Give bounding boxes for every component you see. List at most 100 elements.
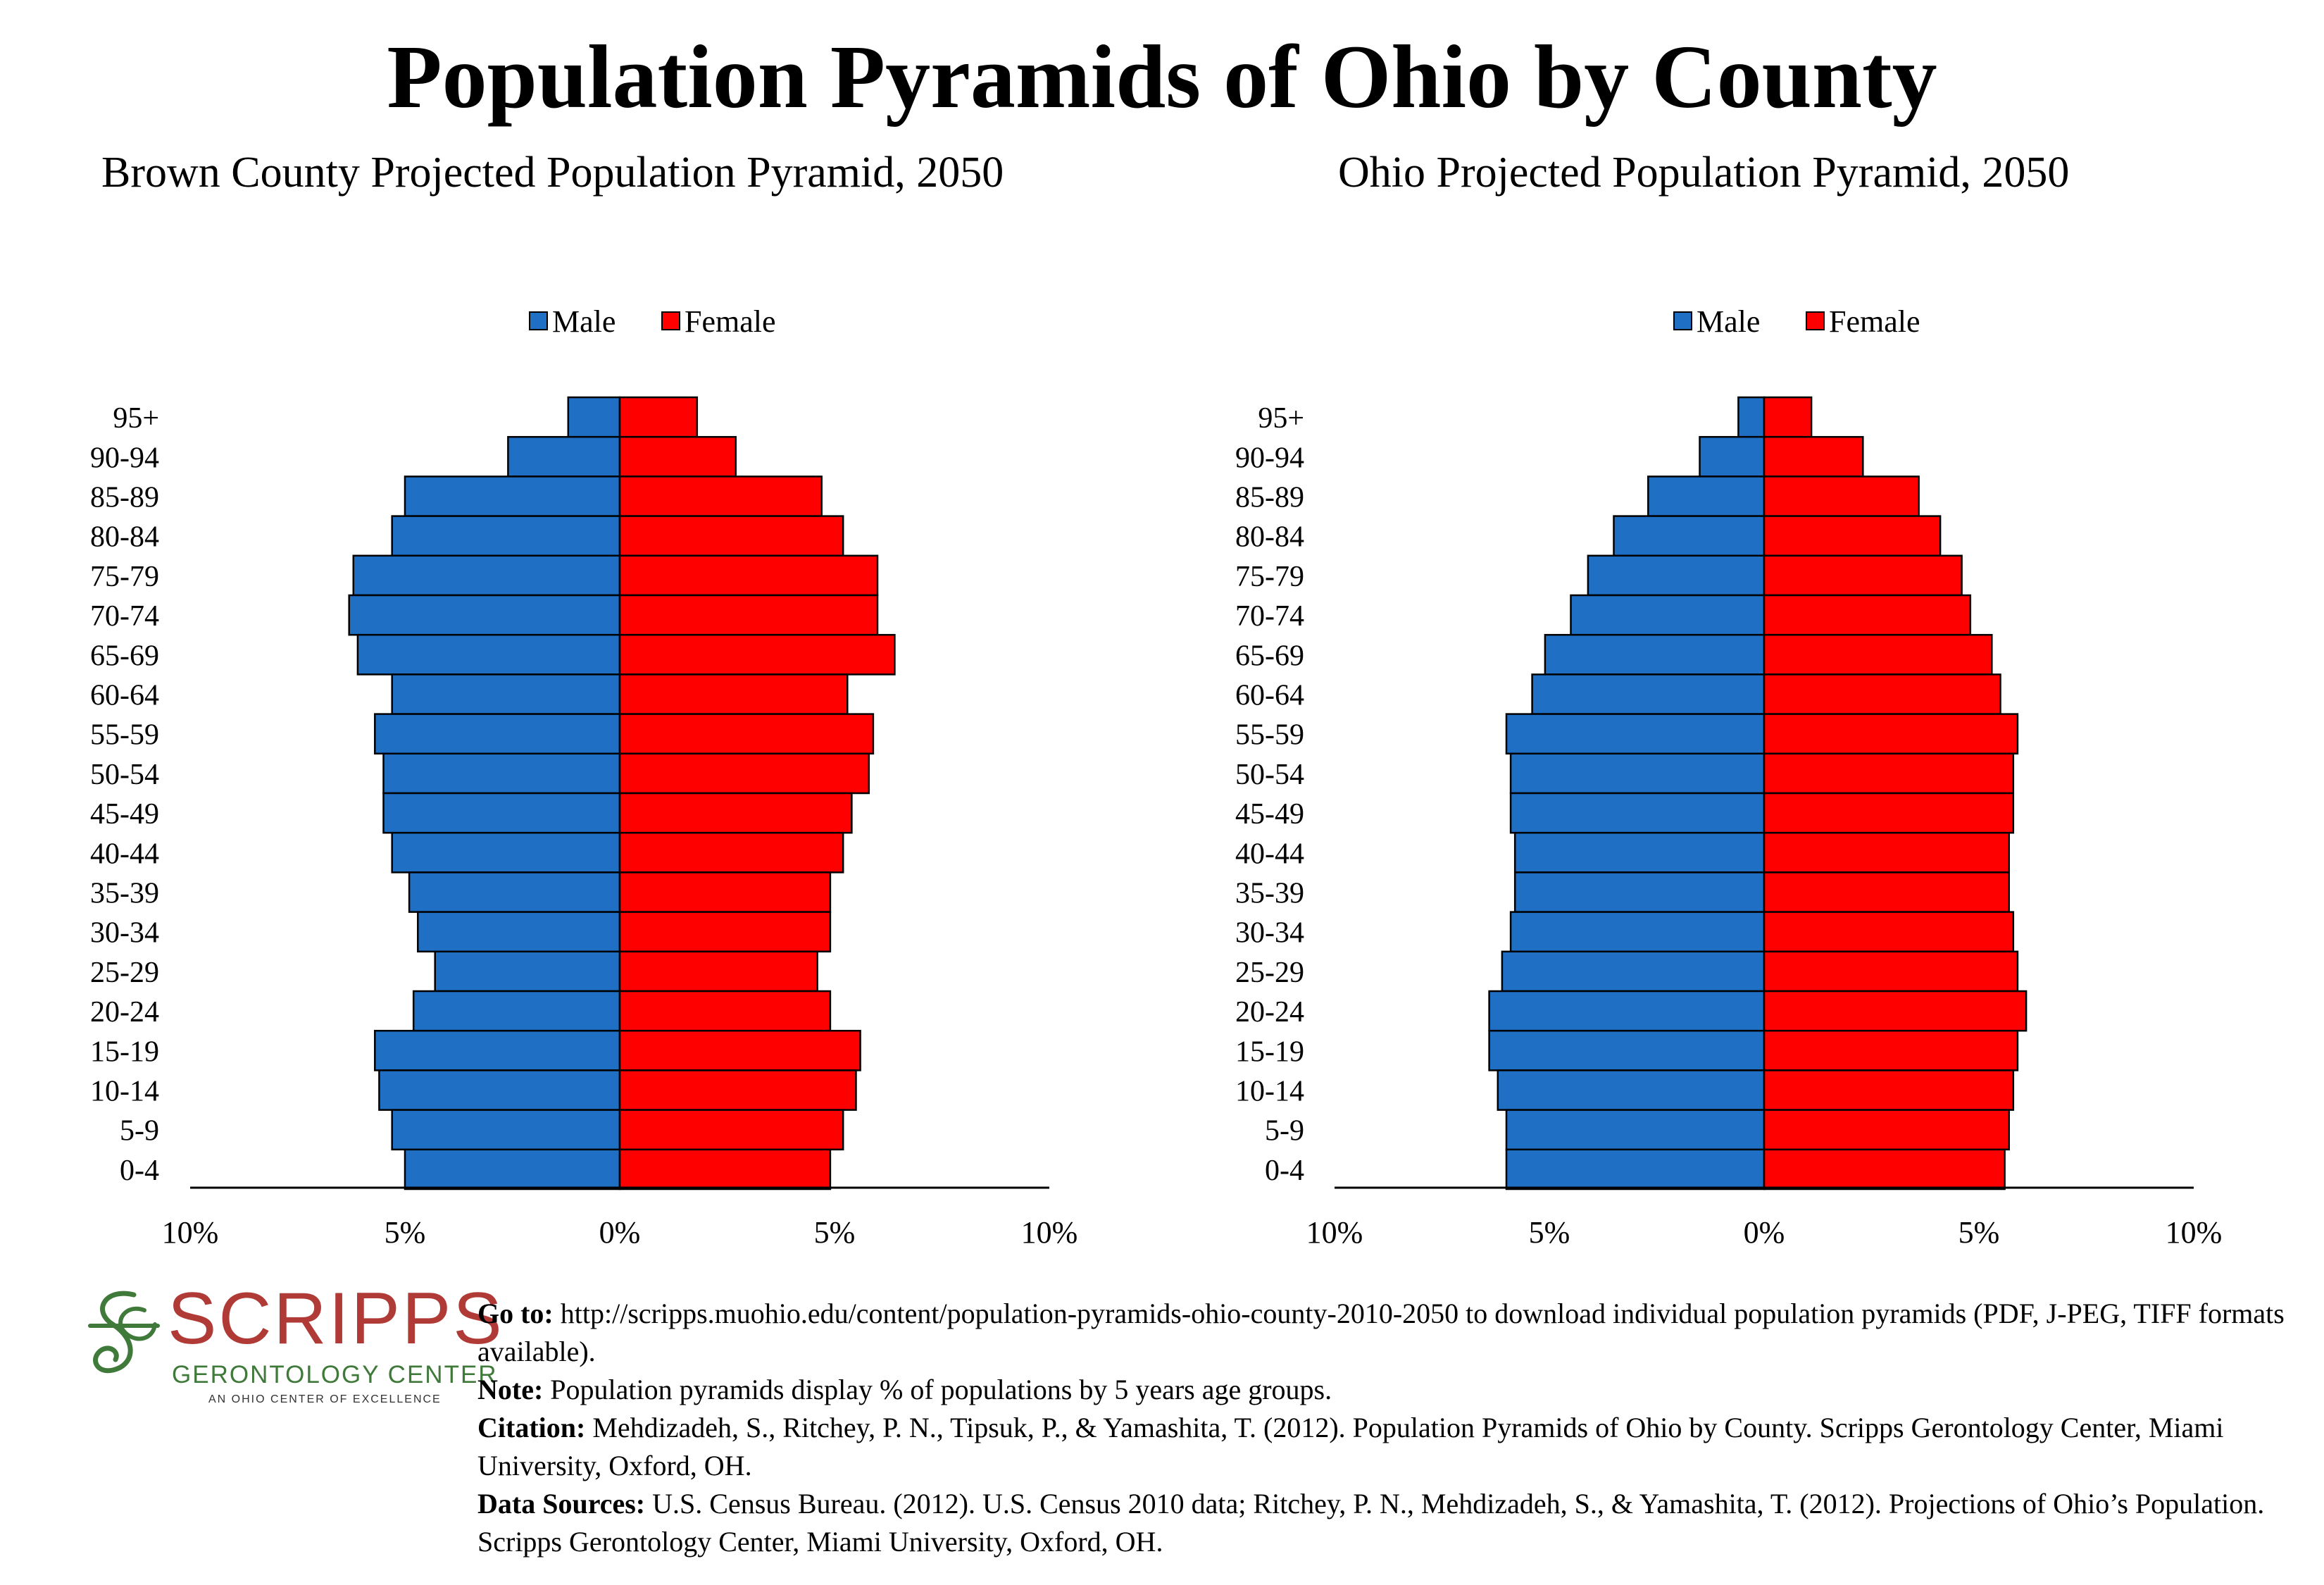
legend-label-male: Male xyxy=(1697,304,1760,339)
age-label-70-74: 70-74 xyxy=(1235,600,1304,633)
bar-male-75-79 xyxy=(1587,554,1766,597)
bar-female-60-64 xyxy=(618,673,849,715)
bar-male-50-54 xyxy=(382,752,621,795)
bar-male-30-34 xyxy=(1509,911,1766,953)
bar-male-75-79 xyxy=(352,554,621,597)
age-label-15-19: 15-19 xyxy=(90,1036,159,1068)
bar-female-65-69 xyxy=(618,633,896,676)
bar-female-10-14 xyxy=(1763,1069,2015,1111)
bar-male-45-49 xyxy=(382,792,621,834)
logo-tagline: AN OHIO CENTER OF EXCELLENCE xyxy=(208,1393,442,1405)
bar-male-15-19 xyxy=(374,1029,621,1071)
age-label-15-19: 15-19 xyxy=(1235,1036,1304,1068)
bar-male-55-59 xyxy=(374,713,621,755)
bar-male-70-74 xyxy=(348,594,621,636)
bar-female-35-39 xyxy=(1763,871,2010,913)
age-label-50-54: 50-54 xyxy=(90,759,159,791)
bar-female-95+ xyxy=(1763,396,1813,438)
x-tick-label: 10% xyxy=(2166,1215,2223,1250)
legend-swatch-female xyxy=(661,311,680,330)
age-label-75-79: 75-79 xyxy=(90,561,159,593)
bar-male-30-34 xyxy=(417,911,621,953)
bar-female-60-64 xyxy=(1763,673,2001,715)
footer-note-text: Population pyramids display % of populat… xyxy=(550,1374,1332,1405)
bar-female-45-49 xyxy=(618,792,853,834)
x-tick-label: 10% xyxy=(162,1215,219,1250)
age-label-65-69: 65-69 xyxy=(90,640,159,672)
bar-female-25-29 xyxy=(1763,950,2019,993)
bar-female-20-24 xyxy=(618,990,832,1032)
age-label-45-49: 45-49 xyxy=(90,798,159,831)
bar-female-70-74 xyxy=(1763,594,1972,636)
legend-swatch-male xyxy=(1673,311,1692,330)
bar-female-80-84 xyxy=(618,515,844,557)
bar-female-15-19 xyxy=(618,1029,861,1071)
x-tick-label: 10% xyxy=(1021,1215,1078,1250)
age-label-95+: 95+ xyxy=(113,402,159,435)
main-title: Population Pyramids of Ohio by County xyxy=(387,27,1937,127)
bar-male-70-74 xyxy=(1570,594,1766,636)
bar-female-55-59 xyxy=(1763,713,2019,755)
age-label-5-9: 5-9 xyxy=(120,1115,159,1148)
bar-male-40-44 xyxy=(391,831,621,874)
footer-goto-label: Go to: xyxy=(477,1298,554,1329)
x-tick-label: 0% xyxy=(599,1215,641,1250)
age-label-30-34: 30-34 xyxy=(90,917,159,950)
bar-female-30-34 xyxy=(1763,911,2015,953)
bar-female-90-94 xyxy=(618,435,737,478)
age-label-5-9: 5-9 xyxy=(1265,1115,1304,1148)
bar-female-70-74 xyxy=(618,594,879,636)
bar-male-60-64 xyxy=(1531,673,1766,715)
bar-female-75-79 xyxy=(618,554,879,597)
bar-male-5-9 xyxy=(391,1109,621,1151)
legend-label-male: Male xyxy=(552,304,616,339)
bar-male-15-19 xyxy=(1488,1029,1766,1071)
bar-male-90-94 xyxy=(1699,435,1766,478)
age-label-80-84: 80-84 xyxy=(1235,521,1304,554)
bar-female-30-34 xyxy=(618,911,832,953)
bar-female-40-44 xyxy=(1763,831,2010,874)
bar-male-45-49 xyxy=(1509,792,1766,834)
age-label-10-14: 10-14 xyxy=(1235,1076,1304,1108)
age-label-0-4: 0-4 xyxy=(1265,1155,1304,1187)
age-label-60-64: 60-64 xyxy=(1235,680,1304,712)
age-label-25-29: 25-29 xyxy=(90,957,159,989)
age-label-55-59: 55-59 xyxy=(1235,719,1304,752)
bar-female-10-14 xyxy=(618,1069,857,1111)
bar-female-0-4 xyxy=(1763,1148,2006,1191)
bar-male-95+ xyxy=(1737,396,1766,438)
age-label-85-89: 85-89 xyxy=(90,482,159,514)
legend-swatch-male xyxy=(529,311,548,330)
scripps-logo: SCRIPPS GERONTOLOGY CENTER AN OHIO CENTE… xyxy=(85,1282,502,1409)
bar-male-90-94 xyxy=(507,435,621,478)
age-label-75-79: 75-79 xyxy=(1235,561,1304,593)
age-label-65-69: 65-69 xyxy=(1235,640,1304,672)
logo-subtitle: GERONTOLOGY CENTER xyxy=(172,1361,498,1388)
footer-sources: Data Sources: U.S. Census Bureau. (2012)… xyxy=(477,1485,2309,1561)
x-tick-label: 5% xyxy=(385,1215,426,1250)
footer-goto: Go to: http://scripps.muohio.edu/content… xyxy=(477,1295,2309,1371)
x-tick-label: 5% xyxy=(814,1215,856,1250)
legend-label-female: Female xyxy=(685,304,776,339)
bar-female-20-24 xyxy=(1763,990,2028,1032)
bar-male-95+ xyxy=(567,396,621,438)
x-tick-label: 5% xyxy=(1958,1215,2000,1250)
age-label-20-24: 20-24 xyxy=(1235,996,1304,1028)
legend-swatch-female xyxy=(1806,311,1825,330)
bar-female-25-29 xyxy=(618,950,818,993)
bar-male-10-14 xyxy=(1497,1069,1766,1111)
footer-citation: Citation: Mehdizadeh, S., Ritchey, P. N.… xyxy=(477,1409,2309,1485)
x-tick-label: 5% xyxy=(1529,1215,1570,1250)
bar-male-10-14 xyxy=(378,1069,621,1111)
age-label-55-59: 55-59 xyxy=(90,719,159,752)
age-label-90-94: 90-94 xyxy=(90,442,159,474)
bar-male-0-4 xyxy=(1505,1148,1766,1191)
bar-male-25-29 xyxy=(434,950,621,993)
footer-citation-text: Mehdizadeh, S., Ritchey, P. N., Tipsuk, … xyxy=(477,1412,2224,1481)
footer-notes: Go to: http://scripps.muohio.edu/content… xyxy=(477,1295,2309,1561)
bar-female-75-79 xyxy=(1763,554,1963,597)
age-label-60-64: 60-64 xyxy=(90,680,159,712)
bar-female-55-59 xyxy=(618,713,875,755)
bar-female-35-39 xyxy=(618,871,832,913)
